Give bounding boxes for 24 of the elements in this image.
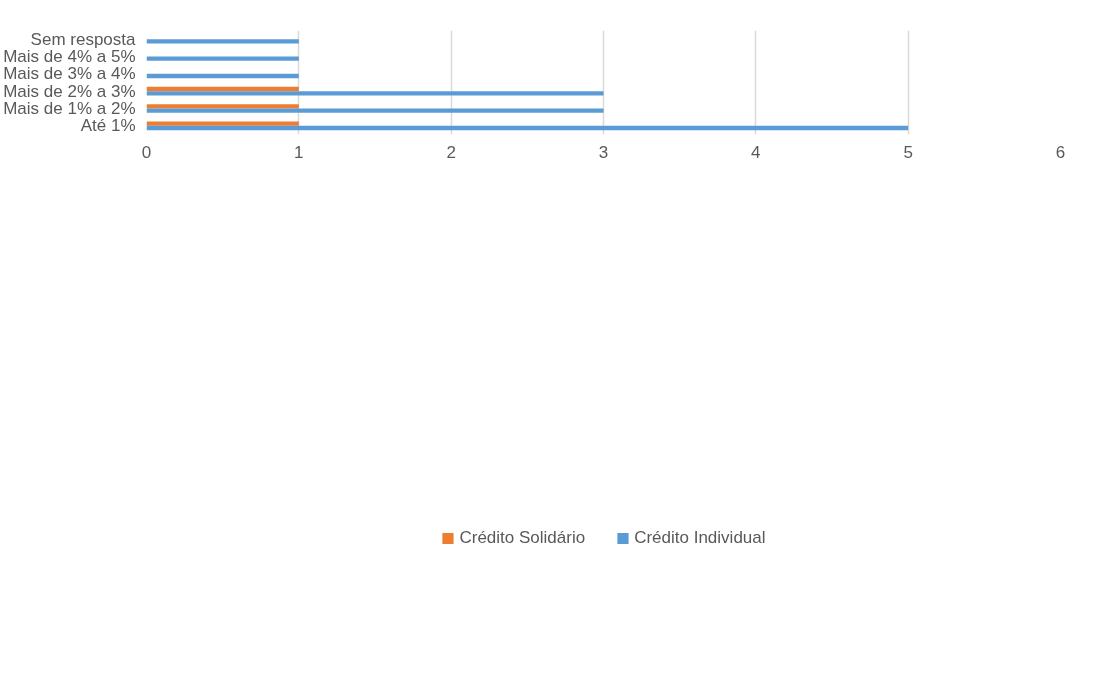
x-tick-label: 1 xyxy=(294,142,304,162)
bar xyxy=(146,86,299,92)
y-tick-label: Mais de 1% a 2% xyxy=(3,99,136,118)
y-tick-label: Mais de 3% a 4% xyxy=(3,64,136,84)
bar xyxy=(146,91,604,96)
bar xyxy=(146,56,299,61)
x-tick-label: 2 xyxy=(446,142,456,162)
bar xyxy=(146,125,909,131)
y-tick-label: Sem resposta xyxy=(30,29,137,49)
bar xyxy=(146,104,299,109)
x-tick-label: 5 xyxy=(903,142,913,162)
y-tick-label: Mais de 2% a 3% xyxy=(3,81,136,101)
x-tick-label: 3 xyxy=(598,142,609,162)
x-tick-label: 0 xyxy=(141,142,152,162)
bar xyxy=(146,121,299,126)
x-tick-label: 6 xyxy=(1055,142,1066,162)
bar xyxy=(146,39,299,44)
y-tick-label: Até 1% xyxy=(80,116,136,136)
bar xyxy=(146,108,604,113)
bar xyxy=(146,73,299,79)
legend-label: Crédito Individual xyxy=(634,527,766,548)
x-tick-label: 4 xyxy=(751,142,761,162)
legend-label: Crédito Solidário xyxy=(459,527,586,548)
y-tick-label: Mais de 4% a 5% xyxy=(3,47,136,66)
